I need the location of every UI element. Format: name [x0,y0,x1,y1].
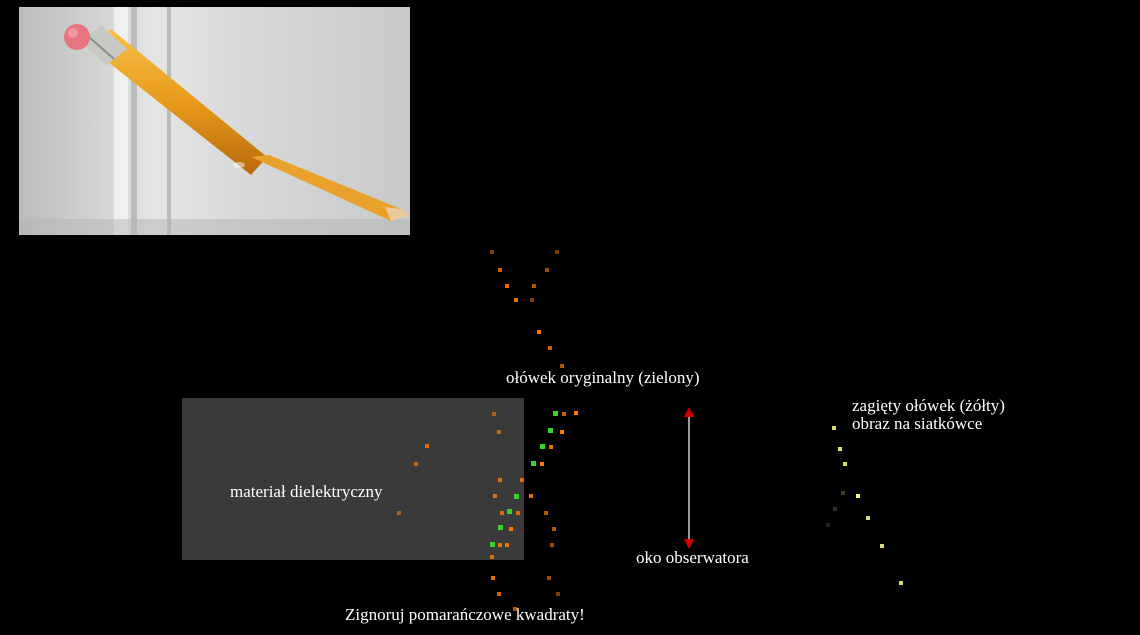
observer-eye-label: oko obserwatora [636,548,749,567]
yellow-square [856,494,860,498]
orange-square [562,412,566,416]
orange-square [550,543,554,547]
orange-square [516,511,520,515]
green-square [507,509,512,514]
green-square [553,411,558,416]
yellow-square [841,491,845,495]
orange-square [537,330,541,334]
orange-square [530,298,534,302]
orange-square [555,250,559,254]
orange-square [490,250,494,254]
orange-square [540,462,544,466]
observer-eye-arrow [684,407,694,549]
orange-square [520,478,524,482]
orange-square [514,298,518,302]
orange-square [498,478,502,482]
orange-square [500,511,504,515]
orange-square [498,543,502,547]
orange-square [549,445,553,449]
orange-square [556,592,560,596]
orange-square [548,346,552,350]
yellow-square [880,544,884,548]
yellow-square [838,447,842,451]
green-square [531,461,536,466]
orange-square [492,412,496,416]
orange-square [547,576,551,580]
green-square [490,542,495,547]
retina-image-label: obraz na siatkówce [852,414,983,433]
green-square [540,444,545,449]
orange-square [532,284,536,288]
orange-square [560,364,564,368]
dielectric-label: materiał dielektryczny [230,482,383,501]
yellow-square [832,426,836,430]
orange-square [529,494,533,498]
orange-square [505,543,509,547]
yellow-square [843,462,847,466]
yellow-square [866,516,870,520]
yellow-square [833,507,837,511]
green-square [514,494,519,499]
original-pencil-label: ołówek oryginalny (zielony) [506,368,700,387]
orange-square [397,511,401,515]
yellow-square [826,523,830,527]
orange-square [544,511,548,515]
orange-square [425,444,429,448]
yellow-square [899,581,903,585]
green-square [548,428,553,433]
bent-pencil-label: zagięty ołówek (żółty) [852,396,1005,415]
orange-square [497,430,501,434]
orange-square [493,494,497,498]
orange-square [574,411,578,415]
orange-square [545,268,549,272]
orange-square [490,555,494,559]
green-square [498,525,503,530]
orange-square [505,284,509,288]
orange-square [414,462,418,466]
pencil-photo-drawing [19,7,410,235]
orange-square [509,527,513,531]
orange-square [497,592,501,596]
orange-square [552,527,556,531]
orange-square [491,576,495,580]
ignore-orange-note: Zignoruj pomarańczowe kwadraty! [345,605,585,624]
orange-square [498,268,502,272]
orange-square [560,430,564,434]
pencil-photo [19,7,410,235]
orange-square [513,607,517,611]
dielectric-material-box [182,398,524,560]
